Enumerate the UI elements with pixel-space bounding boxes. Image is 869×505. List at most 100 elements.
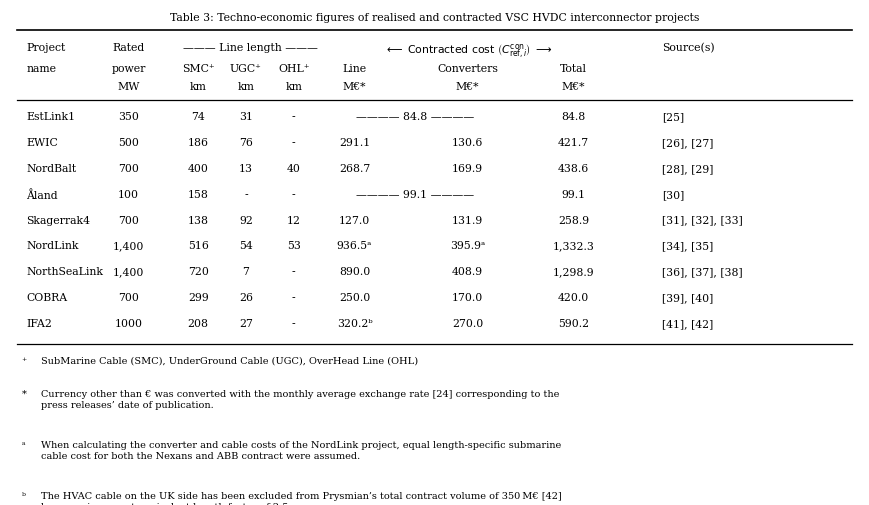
- Text: 169.9: 169.9: [452, 164, 483, 174]
- Text: km: km: [189, 82, 207, 92]
- Text: power: power: [111, 64, 146, 74]
- Text: NordLink: NordLink: [26, 241, 78, 251]
- Text: M€*: M€*: [342, 82, 367, 92]
- Text: 127.0: 127.0: [339, 215, 370, 225]
- Text: ———— 84.8 ————: ———— 84.8 ————: [356, 112, 474, 122]
- Text: 131.9: 131.9: [452, 215, 483, 225]
- Text: Project: Project: [26, 42, 65, 53]
- Text: ———— 99.1 ————: ———— 99.1 ————: [356, 189, 474, 199]
- Text: 74: 74: [191, 112, 205, 122]
- Text: NorthSeaLink: NorthSeaLink: [26, 267, 103, 277]
- Text: ⁺: ⁺: [22, 356, 27, 365]
- Text: Rated: Rated: [112, 42, 145, 53]
- Text: name: name: [26, 64, 56, 74]
- Text: ᵇ: ᵇ: [22, 491, 25, 499]
- Text: 186: 186: [188, 138, 209, 148]
- Text: 130.6: 130.6: [452, 138, 483, 148]
- Text: km: km: [285, 82, 302, 92]
- Text: -: -: [292, 112, 295, 122]
- Text: 268.7: 268.7: [339, 164, 370, 174]
- Text: When calculating the converter and cable costs of the NordLink project, equal le: When calculating the converter and cable…: [41, 440, 561, 461]
- Text: UGC⁺: UGC⁺: [230, 64, 262, 74]
- Text: 158: 158: [188, 189, 209, 199]
- Text: [34], [35]: [34], [35]: [662, 241, 713, 251]
- Text: 258.9: 258.9: [558, 215, 589, 225]
- Text: 516: 516: [188, 241, 209, 251]
- Text: IFA2: IFA2: [26, 318, 52, 328]
- Text: [28], [29]: [28], [29]: [662, 164, 713, 174]
- Text: Source(s): Source(s): [662, 42, 715, 53]
- Text: EstLink1: EstLink1: [26, 112, 76, 122]
- Text: 54: 54: [239, 241, 253, 251]
- Text: ᵃ: ᵃ: [22, 440, 25, 449]
- Text: 320.2ᵇ: 320.2ᵇ: [337, 318, 372, 328]
- Text: 700: 700: [118, 164, 139, 174]
- Text: 99.1: 99.1: [561, 189, 586, 199]
- Text: [26], [27]: [26], [27]: [662, 138, 713, 148]
- Text: M€*: M€*: [561, 82, 586, 92]
- Text: 26: 26: [239, 292, 253, 302]
- Text: 590.2: 590.2: [558, 318, 589, 328]
- Text: 12: 12: [287, 215, 301, 225]
- Text: -: -: [292, 138, 295, 148]
- Text: The HVAC cable on the UK side has been excluded from Prysmian’s total contract v: The HVAC cable on the UK side has been e…: [41, 491, 561, 505]
- Text: 1,400: 1,400: [113, 267, 144, 277]
- Text: 291.1: 291.1: [339, 138, 370, 148]
- Text: 700: 700: [118, 292, 139, 302]
- Text: -: -: [292, 267, 295, 277]
- Text: 400: 400: [188, 164, 209, 174]
- Text: Skagerrak4: Skagerrak4: [26, 215, 90, 225]
- Text: *: *: [22, 389, 27, 398]
- Text: 936.5ᵃ: 936.5ᵃ: [337, 241, 372, 251]
- Text: 500: 500: [118, 138, 139, 148]
- Text: 7: 7: [242, 267, 249, 277]
- Text: EWIC: EWIC: [26, 138, 58, 148]
- Text: Table 3: Techno-economic figures of realised and contracted VSC HVDC interconnec: Table 3: Techno-economic figures of real…: [169, 13, 700, 23]
- Text: 299: 299: [188, 292, 209, 302]
- Text: 208: 208: [188, 318, 209, 328]
- Text: COBRA: COBRA: [26, 292, 67, 302]
- Text: [36], [37], [38]: [36], [37], [38]: [662, 267, 743, 277]
- Text: 100: 100: [118, 189, 139, 199]
- Text: -: -: [292, 292, 295, 302]
- Text: 27: 27: [239, 318, 253, 328]
- Text: Currency other than € was converted with the monthly average exchange rate [24] : Currency other than € was converted with…: [41, 389, 560, 410]
- Text: MW: MW: [117, 82, 140, 92]
- Text: 438.6: 438.6: [558, 164, 589, 174]
- Text: 890.0: 890.0: [339, 267, 370, 277]
- Text: [41], [42]: [41], [42]: [662, 318, 713, 328]
- Text: -: -: [244, 189, 248, 199]
- Text: 92: 92: [239, 215, 253, 225]
- Text: 720: 720: [188, 267, 209, 277]
- Text: 138: 138: [188, 215, 209, 225]
- Text: km: km: [237, 82, 255, 92]
- Text: $\longleftarrow$ Contracted cost $\left(C^{\mathrm{con}}_{\mathrm{ref},i}\right): $\longleftarrow$ Contracted cost $\left(…: [384, 42, 553, 61]
- Text: 1,298.9: 1,298.9: [553, 267, 594, 277]
- Text: 420.0: 420.0: [558, 292, 589, 302]
- Text: M€*: M€*: [455, 82, 480, 92]
- Text: 700: 700: [118, 215, 139, 225]
- Text: 270.0: 270.0: [452, 318, 483, 328]
- Text: SMC⁺: SMC⁺: [182, 64, 215, 74]
- Text: -: -: [292, 318, 295, 328]
- Text: 31: 31: [239, 112, 253, 122]
- Text: SubMarine Cable (SMC), UnderGround Cable (UGC), OverHead Line (OHL): SubMarine Cable (SMC), UnderGround Cable…: [41, 356, 418, 365]
- Text: 84.8: 84.8: [561, 112, 586, 122]
- Text: Converters: Converters: [437, 64, 498, 74]
- Text: 53: 53: [287, 241, 301, 251]
- Text: [31], [32], [33]: [31], [32], [33]: [662, 215, 743, 225]
- Text: 13: 13: [239, 164, 253, 174]
- Text: ——— Line length ———: ——— Line length ———: [182, 42, 318, 53]
- Text: 1000: 1000: [115, 318, 143, 328]
- Text: NordBalt: NordBalt: [26, 164, 76, 174]
- Text: 395.9ᵃ: 395.9ᵃ: [450, 241, 485, 251]
- Text: 170.0: 170.0: [452, 292, 483, 302]
- Text: 250.0: 250.0: [339, 292, 370, 302]
- Text: Total: Total: [560, 64, 587, 74]
- Text: 76: 76: [239, 138, 253, 148]
- Text: [25]: [25]: [662, 112, 684, 122]
- Text: 1,332.3: 1,332.3: [553, 241, 594, 251]
- Text: 408.9: 408.9: [452, 267, 483, 277]
- Text: [30]: [30]: [662, 189, 685, 199]
- Text: OHL⁺: OHL⁺: [278, 64, 309, 74]
